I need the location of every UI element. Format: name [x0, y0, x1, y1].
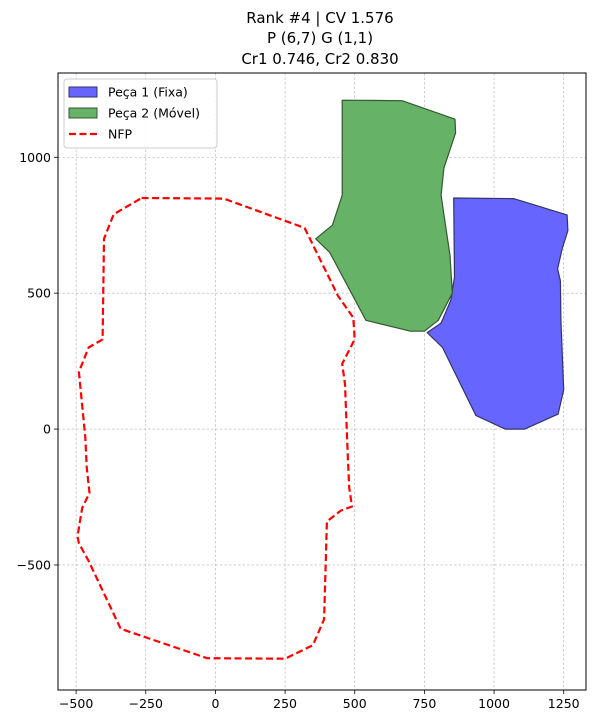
legend-label: NFP [108, 127, 133, 142]
legend-label: Peça 2 (Móvel) [108, 106, 200, 121]
legend-label: Peça 1 (Fixa) [108, 85, 188, 100]
x-tick-label: −250 [129, 696, 163, 711]
y-tick-label: 500 [27, 286, 51, 301]
legend: Peça 1 (Fixa) Peça 2 (Móvel) NFP [64, 79, 217, 148]
x-tick-label: 1250 [548, 696, 580, 711]
chart-title-line-3: Cr1 0.746, Cr2 0.830 [241, 50, 398, 68]
chart-title-line-2: P (6,7) G (1,1) [267, 29, 373, 47]
legend-swatch-2 [69, 108, 97, 118]
x-tick-label: 250 [273, 696, 297, 711]
x-tick-label: 750 [412, 696, 436, 711]
x-tick-label: 500 [343, 696, 367, 711]
y-tick-label: 1000 [19, 150, 51, 165]
x-tick-label: 1000 [478, 696, 510, 711]
chart-title-line-1: Rank #4 | CV 1.576 [246, 9, 393, 27]
y-tick-label: −500 [17, 557, 51, 572]
y-tick-label: 0 [43, 422, 51, 437]
legend-swatch-1 [69, 87, 97, 97]
x-tick-label: −500 [59, 696, 93, 711]
x-tick-label: 0 [211, 696, 219, 711]
